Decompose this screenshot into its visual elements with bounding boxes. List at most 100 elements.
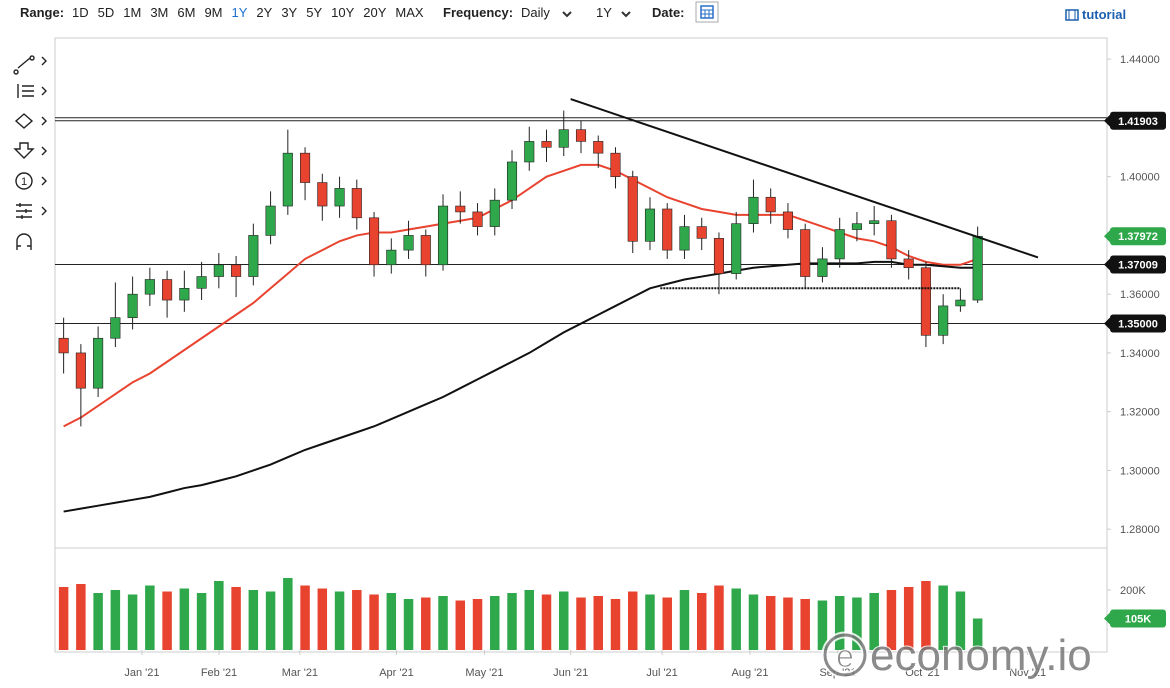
candle-body	[75, 352, 86, 389]
candle-body	[869, 220, 880, 224]
candle-body	[541, 141, 552, 148]
candle-body	[696, 226, 707, 239]
range-label: Range:	[20, 5, 65, 20]
price-tag-arrow	[1104, 258, 1110, 271]
range-options: 1D 5D 1M 3M 6M 9M 1Y 2Y 3Y 5Y 10Y 20Y MAX	[72, 5, 433, 20]
volume-bar	[834, 596, 845, 650]
date-picker[interactable]	[695, 1, 719, 23]
last-price-tag-arrow	[1104, 230, 1110, 243]
x-tick-label: Mar '21	[282, 667, 318, 679]
price-tag-arrow	[1104, 317, 1110, 330]
drawing-tools[interactable]: 1	[13, 55, 47, 250]
period-select[interactable]: 1Y	[596, 5, 612, 20]
candle-body	[679, 226, 690, 251]
volume-bar	[265, 591, 276, 650]
candle-body	[213, 264, 224, 277]
candle-body	[351, 188, 362, 219]
volume-bar	[731, 588, 741, 650]
last-volume-tag-arrow	[1104, 612, 1110, 625]
candle-body	[110, 317, 121, 339]
volume-bar	[490, 596, 500, 650]
frequency-label: Frequency:	[443, 5, 514, 20]
range-option[interactable]: 3M	[150, 5, 169, 20]
price-tag-arrow	[1104, 114, 1110, 127]
volume-bar	[472, 599, 483, 650]
candle-body	[162, 279, 173, 301]
range-option[interactable]: 9M	[204, 5, 223, 20]
candle-body	[489, 199, 500, 227]
candle-body	[662, 208, 673, 251]
candle-body	[334, 188, 345, 207]
svg-text:e: e	[836, 638, 854, 674]
volume-bar	[248, 590, 259, 650]
volume-bar	[938, 585, 948, 650]
volume-bar	[576, 597, 586, 650]
range-option[interactable]: 20Y	[363, 5, 387, 20]
frequency-select[interactable]: Daily	[521, 5, 550, 20]
vol-tick-label: 200K	[1120, 585, 1146, 597]
volume-bar	[110, 590, 121, 650]
range-option[interactable]: 2Y	[256, 5, 273, 20]
volume-bar	[334, 591, 345, 650]
candle-body	[938, 305, 949, 336]
y-tick-label: 1.28000	[1120, 524, 1160, 536]
candle-body	[144, 279, 155, 295]
y-tick-label: 1.36000	[1120, 289, 1160, 301]
moving-average	[63, 163, 978, 428]
range-option[interactable]: 5Y	[306, 5, 323, 20]
candle-body	[248, 235, 259, 277]
candle-body	[558, 129, 569, 148]
range-option[interactable]: 3Y	[281, 5, 298, 20]
volume-bar	[541, 594, 552, 650]
range-option[interactable]: 1M	[123, 5, 142, 20]
price-tag	[1110, 314, 1166, 333]
candle-body	[317, 182, 328, 207]
candle-body	[282, 152, 293, 207]
range-option[interactable]: 1D	[72, 5, 89, 20]
volume-bar	[507, 593, 517, 650]
volume-bar	[817, 600, 828, 650]
volume-bar	[869, 593, 879, 650]
candle-body	[886, 220, 897, 260]
volume-bar	[972, 618, 983, 650]
range-option[interactable]: 6M	[177, 5, 196, 20]
candle-body	[437, 205, 449, 266]
volume-bar	[645, 594, 655, 650]
range-option[interactable]: 1Y	[231, 5, 248, 20]
candle-body	[575, 129, 587, 142]
trendline	[570, 98, 1039, 259]
volume-bar	[76, 584, 86, 650]
x-tick-label: Apr '21	[379, 667, 414, 679]
range-option[interactable]: MAX	[395, 5, 424, 20]
candle-body	[972, 235, 983, 301]
volume-bar	[300, 585, 310, 650]
candle-body	[748, 196, 759, 224]
candle-body	[127, 293, 138, 318]
volume-bar	[352, 590, 362, 650]
candle-body	[627, 176, 638, 242]
range-option[interactable]: 5D	[97, 5, 115, 20]
x-tick-label: Jan '21	[124, 667, 159, 679]
toolbar: Range: 1D 5D 1M 3M 6M 9M 1Y 2Y 3Y 5Y 10Y 20Y MAX Fre…	[0, 0, 1170, 27]
volume-bar	[679, 590, 690, 650]
range-option[interactable]: 10Y	[331, 5, 355, 20]
volume-bar	[852, 597, 862, 650]
volume-bar	[627, 591, 638, 650]
candle-body	[782, 211, 793, 230]
volume-bar	[127, 594, 138, 650]
volume-bar	[179, 588, 190, 650]
volume-bar	[403, 599, 414, 650]
volume-bar	[93, 593, 103, 650]
volume-bar	[800, 599, 810, 650]
last-price-tag	[1110, 227, 1166, 246]
volume-bar	[559, 591, 569, 650]
price-tag-label: 1.41903	[1118, 116, 1158, 128]
candle-body	[593, 141, 604, 154]
candle-body	[610, 152, 621, 177]
watermark: e economy.io	[821, 630, 1093, 681]
candle-body	[58, 337, 69, 354]
volume-bar	[421, 597, 431, 650]
price-tag	[1110, 111, 1166, 130]
tutorial-link[interactable]: tutorial	[1082, 7, 1127, 22]
